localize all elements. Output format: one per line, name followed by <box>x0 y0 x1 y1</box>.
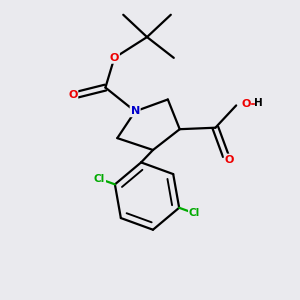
Text: Cl: Cl <box>94 174 105 184</box>
Text: O: O <box>110 53 119 63</box>
Text: H: H <box>254 98 263 108</box>
Text: O: O <box>241 99 250 109</box>
Text: Cl: Cl <box>189 208 200 218</box>
Text: N: N <box>130 106 140 116</box>
Text: O: O <box>225 154 234 164</box>
Text: O: O <box>68 90 77 100</box>
